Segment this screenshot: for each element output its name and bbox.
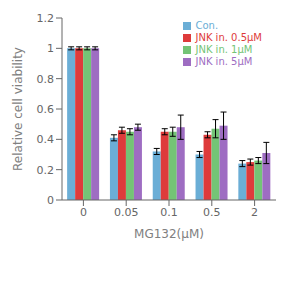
svg-text:0.5: 0.5 <box>203 206 221 219</box>
html-text:JNK in. 5μM: JNK in. 5μM <box>195 56 253 67</box>
svg-text:0.2: 0.2 <box>37 164 55 177</box>
svg-text:0: 0 <box>47 194 54 207</box>
html-text:JNK in. 1μM: JNK in. 1μM <box>195 44 253 55</box>
html-text:Con.: Con. <box>195 20 219 31</box>
svg-text:Relative cell viability: Relative cell viability <box>11 47 25 171</box>
svg-text:0.1: 0.1 <box>160 206 178 219</box>
svg-text:0.05: 0.05 <box>114 206 139 219</box>
svg-text:0.6: 0.6 <box>37 103 55 116</box>
svg-text:MG132(μM): MG132(μM) <box>134 227 204 241</box>
svg-text:0: 0 <box>80 206 87 219</box>
svg-text:1.2: 1.2 <box>37 12 55 25</box>
svg-text:0.4: 0.4 <box>37 133 55 146</box>
svg-text:0.8: 0.8 <box>37 73 55 86</box>
html-text:JNK in. 0.5μM: JNK in. 0.5μM <box>195 32 262 43</box>
svg-text:1: 1 <box>47 42 54 55</box>
svg-text:2: 2 <box>251 206 258 219</box>
